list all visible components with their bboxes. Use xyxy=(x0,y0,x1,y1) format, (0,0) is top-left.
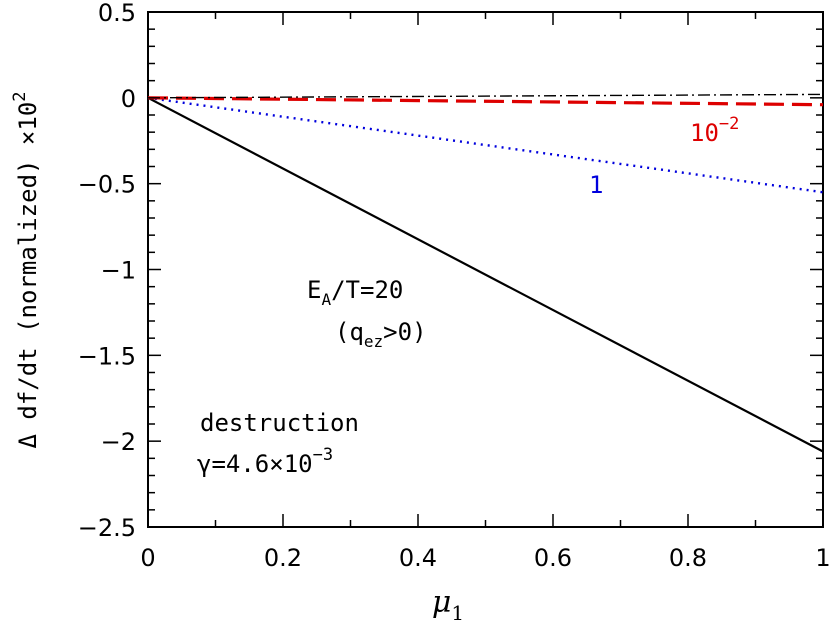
x-tick-labels: 0 0.2 0.4 0.6 0.8 1 xyxy=(140,544,830,572)
x-tick-label: 0.4 xyxy=(399,544,437,572)
label-qez-subscript: ez xyxy=(364,332,383,351)
label-qez-close: >0) xyxy=(383,318,426,346)
y-tick-label: 0 xyxy=(121,85,136,113)
x-axis-title: μ1 xyxy=(432,585,464,625)
x-tick-label: 1 xyxy=(815,544,830,572)
y-axis-title: Δ df/dt (normalized) ×102 xyxy=(10,91,42,448)
x-tick-label: 0.2 xyxy=(264,544,302,572)
y-tick-label: −1.5 xyxy=(78,342,136,370)
series-line-dashed xyxy=(147,96,824,107)
y-tick-label: −2 xyxy=(101,428,136,456)
series-line-dotted xyxy=(147,96,824,194)
label-qez: (qez>0) xyxy=(335,318,427,351)
y-tick-label: −1 xyxy=(101,257,136,285)
label-ea-ratio: EA/T=20 xyxy=(307,276,403,309)
y-tick-labels: 0.5 0 −0.5 −1 −1.5 −2 −2.5 xyxy=(78,0,136,542)
label-red-exponent: −2 xyxy=(719,114,739,134)
y-axis-title-superscript: 2 xyxy=(10,91,30,101)
label-ea-rest: /T=20 xyxy=(331,276,403,304)
axis-ticks xyxy=(147,11,824,528)
y-tick-label: −2.5 xyxy=(78,514,136,542)
label-ea-subscript: A xyxy=(321,290,331,309)
x-tick-label: 0.8 xyxy=(669,544,707,572)
series-line-solid xyxy=(147,96,824,453)
x-axis-title-subscript: 1 xyxy=(451,601,464,625)
x-tick-label: 0.6 xyxy=(534,544,572,572)
series-lines xyxy=(147,93,824,453)
y-tick-label: 0.5 xyxy=(98,0,136,27)
y-tick-label: −0.5 xyxy=(78,171,136,199)
label-gamma: γ=4.6×10−3 xyxy=(197,445,333,478)
label-destruction: destruction xyxy=(200,409,359,437)
x-tick-label: 0 xyxy=(140,544,155,572)
label-gamma-exponent: −3 xyxy=(313,445,333,465)
label-blue-series: 1 xyxy=(589,171,603,199)
label-red-series: 10−2 xyxy=(690,114,739,147)
series-line-dashdot xyxy=(147,93,824,99)
